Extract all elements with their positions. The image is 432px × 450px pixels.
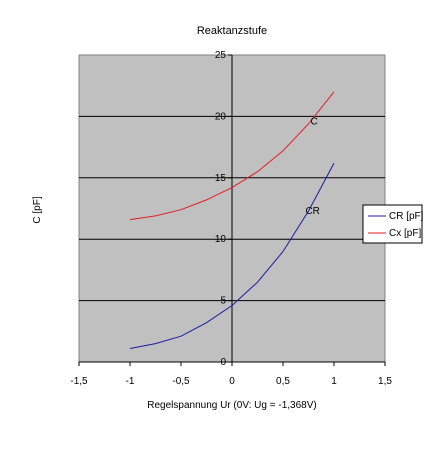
x-tick-label: 0 [229,376,235,387]
series-line-cx [129,91,335,221]
y-tick-label: 25 [215,50,227,61]
y-tick-label: 20 [215,111,227,122]
series-inline-label: CR [305,206,319,217]
y-tick-label: 10 [215,234,227,245]
x-tick-label: -1 [126,376,135,387]
y-tick-label: 5 [220,296,226,307]
chart-title: Reaktanzstufe [197,25,267,37]
x-tick-label: 1 [331,376,337,387]
y-tick-label: 15 [215,173,227,184]
y-tick-label: 0 [220,357,226,368]
legend: CR [pF] Cx [pF] [362,204,424,244]
x-tick-label: -1,5 [70,376,88,387]
legend-label-cr: CR [pF] [389,211,424,222]
legend-box [362,204,423,244]
series-inline-label: C [311,116,318,127]
series-line-cr [129,162,335,349]
legend-label-cx: Cx [pF] [389,228,421,239]
x-axis-label: Regelspannung Ur (0V: Ug = -1,368V) [147,400,316,411]
x-tick-label: 1,5 [378,376,392,387]
x-tick-label: 0,5 [276,376,290,387]
axes [78,54,386,366]
series-lines: CR C [129,91,335,349]
y-axis-label: C [pF] [32,196,43,223]
x-tick-label: -0,5 [172,376,190,387]
tick-labels: 0 5 10 15 20 25 -1,5 -1 -0,5 0 0,5 1 1,5 [70,50,392,387]
